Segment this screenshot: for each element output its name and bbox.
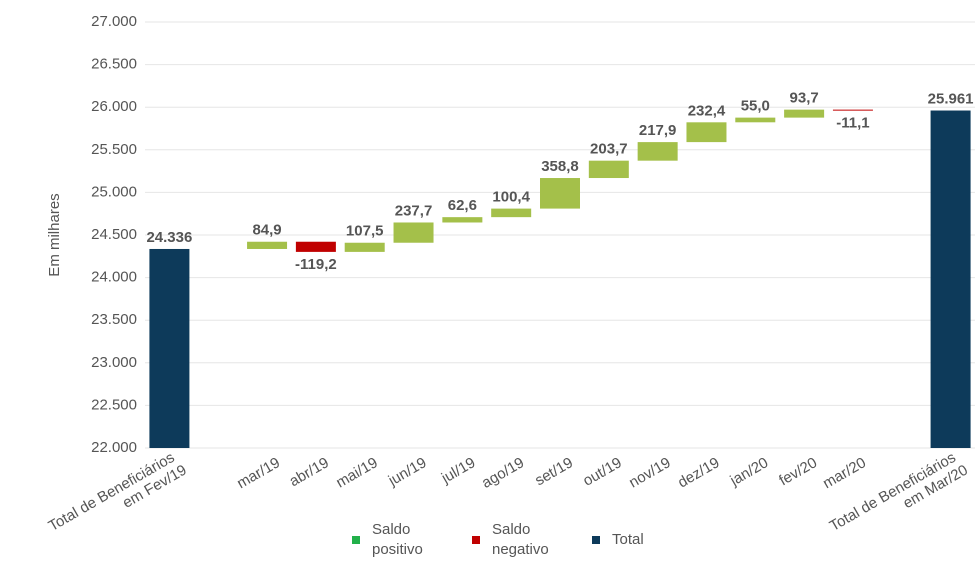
data-label: 217,9 — [639, 122, 677, 139]
bar — [247, 241, 288, 249]
x-tick-label: jul/19 — [438, 454, 478, 487]
bar — [442, 217, 483, 223]
bar — [735, 117, 776, 123]
legend-label: Total — [612, 531, 644, 548]
x-tick-label: mar/20 — [820, 454, 869, 492]
x-tick-label: set/19 — [532, 454, 576, 489]
y-tick-label: 25.500 — [91, 141, 137, 158]
data-label: 203,7 — [590, 141, 628, 158]
data-label: 100,4 — [492, 189, 530, 206]
legend-label: Saldo positivo — [372, 521, 423, 558]
legend-marker — [472, 536, 480, 544]
bar — [540, 178, 580, 209]
x-tick-label: abr/19 — [287, 454, 332, 490]
data-label: 25.961 — [928, 90, 974, 107]
bar — [149, 248, 190, 448]
x-tick-label: Total de Beneficiários em Fev/19 — [46, 447, 190, 550]
data-label: 232,4 — [688, 102, 726, 119]
y-tick-label: 26.000 — [91, 98, 137, 115]
x-tick-label: ago/19 — [479, 454, 527, 492]
y-tick-label: 25.000 — [91, 183, 137, 200]
bar — [832, 109, 873, 111]
x-tick-label: fev/20 — [776, 454, 820, 489]
y-tick-label: 24.000 — [91, 269, 137, 286]
data-label: -11,1 — [836, 115, 869, 132]
x-tick-label: dez/19 — [675, 454, 723, 491]
bar — [344, 242, 385, 252]
legend-label: Saldo negativo — [492, 521, 549, 558]
data-label: 55,0 — [741, 98, 770, 115]
data-label: 24.336 — [146, 229, 192, 246]
bar — [491, 208, 532, 218]
y-tick-label: 27.000 — [91, 13, 137, 30]
y-tick-label: 26.500 — [91, 56, 137, 73]
bar — [930, 110, 971, 448]
data-label: 93,7 — [790, 90, 819, 107]
bar — [637, 142, 678, 161]
y-tick-label: 23.000 — [91, 354, 137, 371]
y-axis-label: Em milhares — [46, 193, 63, 276]
bar — [393, 222, 434, 243]
data-label: 84,9 — [252, 222, 281, 239]
data-label: 107,5 — [346, 223, 384, 240]
data-label: 62,6 — [448, 197, 477, 214]
bar — [686, 122, 727, 143]
x-tick-label: mai/19 — [333, 454, 380, 491]
bar — [295, 241, 336, 252]
legend-marker — [352, 536, 360, 544]
x-tick-label: nov/19 — [626, 454, 674, 491]
bar — [784, 109, 825, 118]
data-label: 358,8 — [541, 158, 579, 175]
y-tick-label: 22.000 — [91, 439, 137, 456]
y-tick-label: 22.500 — [91, 396, 137, 413]
x-tick-label: jun/19 — [385, 454, 430, 490]
y-tick-label: 23.500 — [91, 311, 137, 328]
x-tick-label: out/19 — [580, 454, 625, 490]
data-label: 237,7 — [395, 202, 433, 219]
data-label: -119,2 — [295, 256, 337, 273]
bar — [588, 160, 629, 179]
y-tick-label: 24.500 — [91, 226, 137, 243]
x-tick-label: jan/20 — [727, 454, 772, 490]
x-tick-label: mar/19 — [234, 454, 283, 492]
legend-marker — [592, 536, 600, 544]
